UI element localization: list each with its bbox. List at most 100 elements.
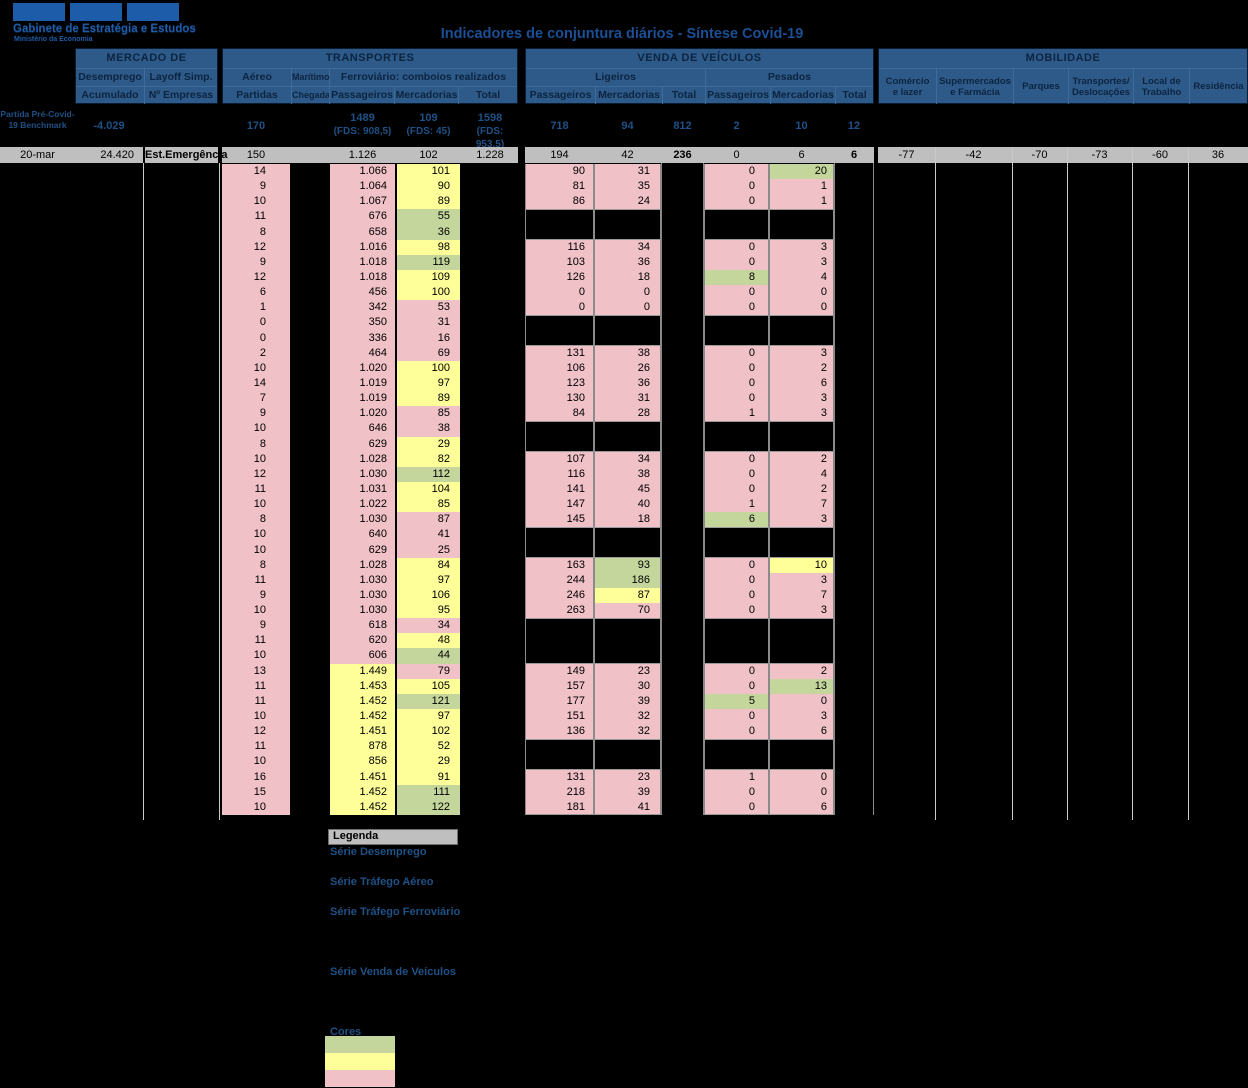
cell-comboios-passageiros: 1.030 <box>330 512 395 528</box>
cell-pesados-mercadorias: 7 <box>769 497 834 513</box>
cell-ligeiros-mercadorias <box>594 315 661 331</box>
cell-ligeiros-mercadorias: 41 <box>594 799 661 816</box>
cell-pesados-mercadorias: 2 <box>769 451 834 468</box>
cell-ligeiros-passageiros: 130 <box>525 391 594 407</box>
cell-pesados-mercadorias: 10 <box>769 557 834 574</box>
cell-pesados-mercadorias <box>769 618 834 634</box>
cell-comboios-passageiros: 350 <box>330 315 395 331</box>
cell-ligeiros-passageiros: 103 <box>525 254 594 271</box>
cell-pesados-passageiros: 0 <box>704 784 769 801</box>
cell-ligeiros-mercadorias: 39 <box>594 784 661 801</box>
cell-comboios-mercadorias: 104 <box>397 481 460 498</box>
cell-pesados-passageiros: 0 <box>704 391 769 407</box>
gridline <box>143 163 144 820</box>
header-local-trabalho: Local de Trabalho <box>1133 68 1189 104</box>
header-passageiros: Passageiros <box>329 86 394 104</box>
cell-comboios-mercadorias: 87 <box>397 512 460 528</box>
cell-ligeiros-mercadorias: 23 <box>594 769 661 786</box>
cell-comboios-passageiros: 1.030 <box>330 587 395 604</box>
cell-aereo-partidas: 10 <box>222 497 290 513</box>
cell-ligeiros-mercadorias <box>594 224 661 240</box>
cell-ligeiros-mercadorias: 40 <box>594 497 661 513</box>
cell-ligeiros-mercadorias: 32 <box>594 709 661 725</box>
cell-pesados-passageiros: 0 <box>704 239 769 256</box>
cell-ligeiros-passageiros <box>525 315 594 331</box>
legend-swatch-yellow <box>325 1053 395 1070</box>
cell-pesados-mercadorias <box>769 648 834 664</box>
cell-pesados-passageiros: 6 <box>704 512 769 528</box>
cell-ligeiros-passageiros: 157 <box>525 678 594 695</box>
cell-comboios-mercadorias: 36 <box>397 224 460 240</box>
cell-aereo-partidas: 8 <box>222 557 290 574</box>
cell-comboios-passageiros: 1.030 <box>330 603 395 619</box>
cell-ligeiros-mercadorias: 70 <box>594 603 661 619</box>
cell-ligeiros-passageiros: 163 <box>525 557 594 574</box>
cell-comboios-mercadorias: 29 <box>397 754 460 770</box>
cell-ligeiros-passageiros <box>525 224 594 240</box>
cell-pesados-passageiros: 0 <box>704 557 769 574</box>
header-passageiros: Passageiros <box>705 86 770 104</box>
cell-comboios-passageiros: 856 <box>330 754 395 770</box>
cell-ligeiros-passageiros: 151 <box>525 709 594 725</box>
cell-ligeiros-mercadorias <box>594 527 661 543</box>
logo-square-icon <box>127 3 179 21</box>
cell-ligeiros-passageiros <box>525 421 594 437</box>
cell-comboios-passageiros: 1.019 <box>330 391 395 407</box>
cell-comboios-mercadorias: 111 <box>397 784 460 801</box>
cell-aereo-partidas: 1 <box>222 300 290 316</box>
benchmark-ligeiros-total: 812 <box>673 120 692 132</box>
cell-ligeiros-passageiros: 126 <box>525 269 594 286</box>
cell-comboios-mercadorias: 41 <box>397 527 460 543</box>
cell-pesados-passageiros: 1 <box>704 406 769 422</box>
cell-pesados-mercadorias <box>769 527 834 543</box>
cell-pesados-mercadorias: 3 <box>769 572 834 589</box>
gridline <box>1132 147 1133 820</box>
cell-comboios-passageiros: 1.451 <box>330 769 395 786</box>
cell-comboios-mercadorias: 79 <box>397 663 460 680</box>
header-mercadorias: Mercadorias <box>595 86 662 104</box>
cell-aereo-partidas: 10 <box>222 194 290 210</box>
cell-pesados-mercadorias: 1 <box>769 179 834 195</box>
cell-pesados-mercadorias: 3 <box>769 239 834 256</box>
cell-pesados-passageiros: 0 <box>704 481 769 498</box>
cell-aereo-partidas: 9 <box>222 406 290 422</box>
cell-ligeiros-mercadorias: 24 <box>594 194 661 210</box>
cell-comboios-passageiros: 1.451 <box>330 724 395 740</box>
cell-comboios-passageiros: 640 <box>330 527 395 543</box>
cell-pesados-mercadorias <box>769 739 834 755</box>
cell-pesados-passageiros: 1 <box>704 769 769 786</box>
cell-aereo-partidas: 12 <box>222 239 290 256</box>
cell-aereo-partidas: 9 <box>222 254 290 271</box>
current-mob-supermercados: -42 <box>965 149 982 161</box>
cell-ligeiros-mercadorias: 18 <box>594 269 661 286</box>
cell-ligeiros-mercadorias <box>594 542 661 558</box>
cell-pesados-mercadorias <box>769 209 834 225</box>
cell-comboios-passageiros: 1.030 <box>330 572 395 589</box>
gridline <box>935 147 936 820</box>
cell-ligeiros-passageiros: 123 <box>525 375 594 392</box>
cell-comboios-passageiros: 606 <box>330 648 395 664</box>
cell-pesados-passageiros: 5 <box>704 693 769 710</box>
cell-comboios-mercadorias: 121 <box>397 693 460 710</box>
cell-pesados-mercadorias <box>769 224 834 240</box>
cell-comboios-passageiros: 629 <box>330 436 395 452</box>
cell-aereo-partidas: 10 <box>222 603 290 619</box>
cell-pesados-mercadorias: 0 <box>769 693 834 710</box>
cell-ligeiros-passageiros: 116 <box>525 466 594 483</box>
cell-pesados-mercadorias: 0 <box>769 769 834 786</box>
cell-ligeiros-passageiros: 81 <box>525 179 594 195</box>
cell-ligeiros-mercadorias <box>594 330 661 346</box>
cell-ligeiros-mercadorias <box>594 648 661 664</box>
header-total: Total <box>662 86 705 104</box>
cell-aereo-partidas: 8 <box>222 512 290 528</box>
logo-square-icon <box>70 3 122 21</box>
cell-pesados-mercadorias: 2 <box>769 481 834 498</box>
cell-comboios-mercadorias: 91 <box>397 769 460 786</box>
header-total: Total <box>458 86 517 104</box>
cell-aereo-partidas: 10 <box>222 754 290 770</box>
cell-pesados-passageiros <box>704 315 769 331</box>
current-desemprego: 24.420 <box>100 149 134 161</box>
cell-pesados-mercadorias: 0 <box>769 285 834 301</box>
cell-ligeiros-passageiros <box>525 209 594 225</box>
